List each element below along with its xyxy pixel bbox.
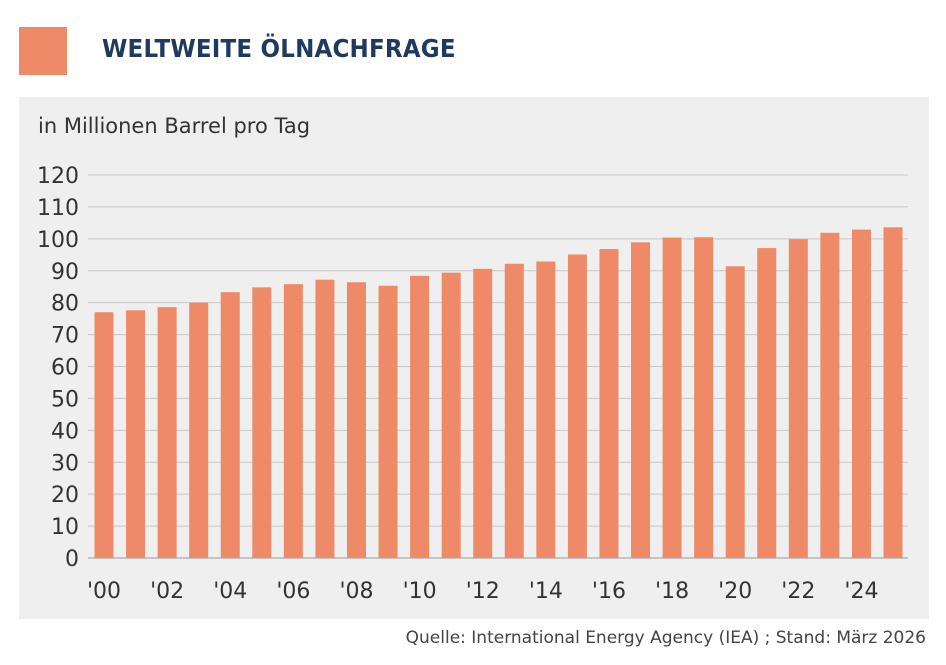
y-tick-label: 10 — [51, 515, 79, 540]
bar-12 — [473, 268, 493, 558]
y-tick-label: 70 — [51, 324, 79, 349]
y-axis-unit-label: in Millionen Barrel pro Tag — [38, 114, 311, 138]
bar-19 — [694, 237, 714, 559]
x-tick-label: '20 — [718, 579, 752, 604]
bar-06 — [283, 284, 303, 558]
bar-03 — [189, 302, 209, 558]
bar-25 — [883, 227, 903, 559]
bar-14 — [536, 261, 556, 558]
y-tick-label: 20 — [51, 483, 79, 508]
source-note: Quelle: International Energy Agency (IEA… — [405, 628, 926, 648]
bar-11 — [441, 272, 461, 558]
chart-title: WELTWEITE ÖLNACHFRAGE — [102, 34, 456, 63]
bar-00 — [94, 312, 114, 558]
x-tick-label: '22 — [781, 579, 815, 604]
y-tick-label: 30 — [51, 451, 79, 476]
x-tick-label: '00 — [87, 579, 121, 604]
x-tick-label: '04 — [213, 579, 247, 604]
y-tick-label: 80 — [51, 292, 79, 317]
bar-05 — [252, 287, 272, 558]
bar-04 — [220, 292, 240, 558]
y-tick-label: 90 — [51, 260, 79, 285]
bar-21 — [757, 248, 777, 558]
bar-10 — [410, 275, 430, 558]
x-tick-label: '08 — [339, 579, 373, 604]
bar-07 — [315, 279, 335, 558]
bar-15 — [567, 254, 587, 558]
bar-13 — [504, 263, 524, 558]
title-accent-square — [19, 27, 67, 75]
y-tick-label: 120 — [37, 164, 79, 189]
x-tick-label: '10 — [403, 579, 437, 604]
bar-18 — [662, 237, 682, 558]
bar-02 — [157, 307, 177, 558]
x-tick-label: '18 — [655, 579, 689, 604]
y-tick-label: 110 — [37, 196, 79, 221]
bar-20 — [725, 266, 745, 558]
x-tick-label: '06 — [276, 579, 310, 604]
y-tick-label: 50 — [51, 387, 79, 412]
bar-24 — [851, 229, 871, 558]
y-tick-label: 100 — [37, 228, 79, 253]
y-tick-label: 0 — [65, 547, 79, 572]
bar-01 — [126, 310, 146, 558]
bar-16 — [599, 249, 619, 558]
y-tick-label: 40 — [51, 419, 79, 444]
x-tick-label: '24 — [844, 579, 878, 604]
x-tick-label: '02 — [150, 579, 184, 604]
bar-22 — [788, 239, 808, 558]
x-tick-label: '14 — [529, 579, 563, 604]
bar-17 — [631, 242, 651, 558]
bar-23 — [820, 232, 840, 558]
x-tick-label: '12 — [466, 579, 500, 604]
bar-09 — [378, 285, 398, 558]
x-tick-label: '16 — [592, 579, 626, 604]
y-tick-label: 60 — [51, 356, 79, 381]
bar-08 — [346, 282, 366, 558]
